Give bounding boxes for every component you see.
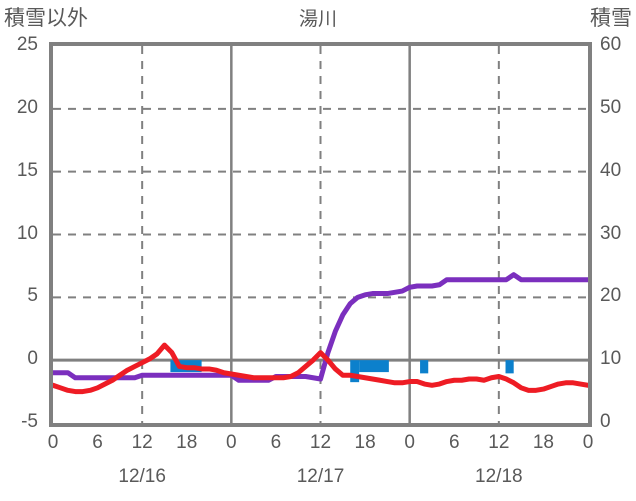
day-label-12-16: 12/16 xyxy=(118,466,166,487)
x-tick-7: 18 xyxy=(354,432,376,453)
left-axis-label: 積雪以外 xyxy=(4,7,88,30)
x-tick-5: 6 xyxy=(270,432,282,453)
y-tick-left-15: 15 xyxy=(16,159,38,181)
day-label-12-17: 12/17 xyxy=(296,466,345,487)
snow-depth-line xyxy=(53,272,588,383)
x-tick-10: 12 xyxy=(488,432,510,453)
plot-area xyxy=(49,42,592,427)
x-tick-1: 6 xyxy=(92,432,103,453)
day-label-12-18: 12/18 xyxy=(475,466,523,487)
temperature-line xyxy=(53,342,588,395)
y-tick-left-5: 5 xyxy=(27,285,38,307)
x-tick-3: 18 xyxy=(176,432,198,453)
chart-title: 湯川 xyxy=(298,9,337,30)
y-tick-right-60: 60 xyxy=(600,34,622,55)
y-tick-left-25: 25 xyxy=(16,34,38,55)
x-tick-9: 6 xyxy=(448,432,460,453)
precipitation-bar-2 xyxy=(359,360,389,373)
plot-svg xyxy=(53,46,588,423)
precipitation-bar-1 xyxy=(350,360,360,383)
y-tick-left-neg5: -5 xyxy=(21,411,38,432)
precipitation-bar-3 xyxy=(420,360,429,374)
x-tick-0: 0 xyxy=(47,432,59,453)
y-tick-left-20: 20 xyxy=(16,96,38,118)
right-axis-label: 積雪 xyxy=(590,7,632,30)
y-tick-right-30: 30 xyxy=(600,222,622,244)
precipitation-bar-4 xyxy=(505,360,514,374)
y-tick-right-20: 20 xyxy=(600,285,622,307)
y-tick-right-50: 50 xyxy=(600,96,622,118)
y-tick-left-0: 0 xyxy=(27,348,38,370)
x-tick-8: 0 xyxy=(404,432,415,453)
y-tick-left-10: 10 xyxy=(16,222,38,244)
x-tick-2: 12 xyxy=(131,432,153,453)
x-tick-4: 0 xyxy=(226,432,237,453)
series-lines xyxy=(53,272,588,395)
y-tick-right-40: 40 xyxy=(600,159,622,181)
y-tick-right-0: 0 xyxy=(600,411,611,432)
x-tick-11: 18 xyxy=(532,432,554,453)
y-tick-right-10: 10 xyxy=(600,348,622,370)
x-tick-6: 12 xyxy=(309,432,332,453)
x-tick-12: 0 xyxy=(582,432,594,453)
